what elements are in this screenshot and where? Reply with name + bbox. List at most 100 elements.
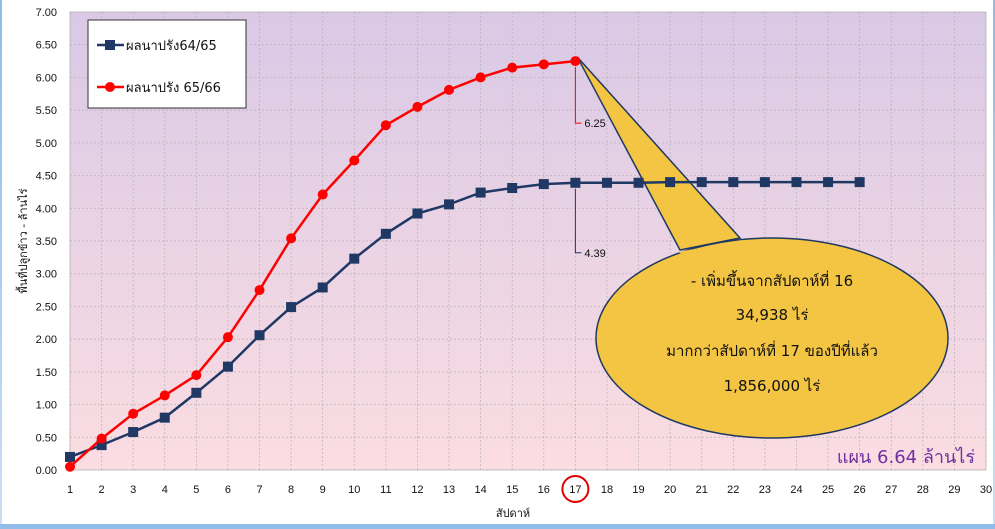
data-point [191, 370, 202, 381]
data-point [475, 187, 486, 198]
callout-line: - เพิ่มขึ้นจากสัปดาห์ที่ 16 [691, 270, 853, 290]
data-point [728, 177, 739, 188]
y-tick-label: 6.00 [36, 72, 57, 84]
data-point [96, 433, 107, 444]
x-tick-label: 21 [696, 484, 708, 496]
series-2 [65, 56, 581, 472]
legend-label: ผลนาปรัง64/65 [126, 39, 217, 54]
data-point [96, 440, 107, 451]
data-point [854, 177, 865, 188]
x-tick-label: 20 [664, 484, 676, 496]
x-tick-label: 17 [569, 484, 581, 496]
x-tick-label: 28 [917, 484, 929, 496]
callout: - เพิ่มขึ้นจากสัปดาห์ที่ 16 34,938 ไร่มาก… [576, 56, 949, 439]
y-tick-label: 1.00 [36, 400, 57, 412]
legend-label: ผลนาปรัง 65/66 [126, 81, 221, 96]
data-point [65, 451, 75, 462]
data-point [254, 330, 265, 341]
data-label-group: 6.25 [574, 67, 606, 130]
x-tick-label: 18 [601, 484, 613, 496]
data-label: 4.39 [584, 248, 605, 260]
x-tick-label: 22 [727, 484, 739, 496]
y-tick-label: 0.50 [36, 432, 57, 444]
y-tick-label: 6.50 [36, 40, 57, 52]
data-point [538, 59, 549, 70]
data-point [412, 101, 423, 112]
x-tick-label: 1 [67, 484, 73, 496]
callout-bubble [595, 237, 949, 439]
y-tick-label: 0.00 [36, 465, 57, 477]
x-tick-label: 19 [632, 484, 644, 496]
y-tick-label: 5.00 [36, 138, 57, 150]
x-tick-label: 11 [380, 484, 391, 496]
x-tick-label: 6 [225, 484, 231, 496]
data-point [444, 84, 455, 95]
data-point [159, 412, 170, 423]
data-point [475, 72, 486, 83]
y-tick-label: 2.00 [36, 334, 57, 346]
y-axis-title: พื้นที่ปลูกข้าว - ล้านไร่ [15, 188, 30, 293]
data-label-leader [574, 67, 582, 124]
data-point [538, 179, 549, 190]
data-point [65, 461, 75, 472]
plan-text: แผน 6.64 ล้านไร่ [837, 446, 975, 468]
callout-line: 1,856,000 ไร่ [724, 377, 821, 395]
y-tick-label: 3.50 [36, 236, 57, 248]
x-tick-label: 15 [506, 484, 518, 496]
y-tick-label: 2.50 [36, 301, 57, 313]
highlight-week-circle [561, 475, 590, 503]
x-tick-label: 27 [885, 484, 897, 496]
x-tick-label: 26 [854, 484, 866, 496]
callout-seam [678, 240, 760, 262]
x-tick-label: 7 [256, 484, 262, 496]
x-tick-label: 14 [474, 484, 486, 496]
series-1 [65, 177, 865, 462]
data-label-group: 4.39 [574, 188, 606, 260]
data-point [633, 177, 644, 188]
x-tick-label: 12 [411, 484, 423, 496]
x-tick-label: 16 [538, 484, 550, 496]
x-tick-label: 3 [130, 484, 136, 496]
x-axis-title: สัปดาห์ [496, 507, 530, 520]
x-tick-label: 29 [948, 484, 960, 496]
data-point [222, 361, 233, 372]
data-point [791, 177, 802, 188]
data-point [601, 177, 612, 188]
data-point [191, 387, 202, 398]
y-tick-label: 4.50 [36, 171, 57, 183]
data-point [380, 120, 391, 131]
y-tick-label: 4.00 [36, 203, 57, 215]
y-tick-label: 3.00 [36, 269, 57, 281]
x-tick-label: 10 [348, 484, 360, 496]
y-tick-label: 5.50 [36, 105, 57, 117]
x-tick-label: 23 [759, 484, 771, 496]
data-point [759, 177, 770, 188]
x-tick-label: 2 [99, 484, 105, 496]
data-point [159, 390, 170, 401]
data-point [286, 233, 297, 244]
legend-marker [105, 82, 115, 92]
data-point [823, 177, 834, 188]
x-tick-label: 5 [193, 484, 199, 496]
x-tick-label: 30 [980, 484, 992, 496]
data-point [222, 332, 233, 343]
data-point [349, 155, 360, 166]
x-tick-label: 25 [822, 484, 834, 496]
data-point [317, 189, 328, 200]
y-tick-label: 1.50 [36, 367, 57, 379]
x-tick-label: 9 [320, 484, 326, 496]
data-label: 6.25 [584, 118, 605, 130]
data-point [665, 177, 676, 188]
x-tick-label: 24 [790, 484, 802, 496]
x-tick-label: 13 [443, 484, 455, 496]
legend-marker [105, 40, 115, 50]
data-point [507, 183, 518, 194]
data-point [128, 408, 139, 419]
data-point [128, 427, 139, 438]
callout-line: 34,938 ไร่ [736, 306, 809, 324]
callout-line: มากกว่าสัปดาห์ที่ 17 ของปีที่แล้ว [666, 340, 878, 360]
data-point [412, 208, 423, 219]
data-point [349, 253, 360, 264]
